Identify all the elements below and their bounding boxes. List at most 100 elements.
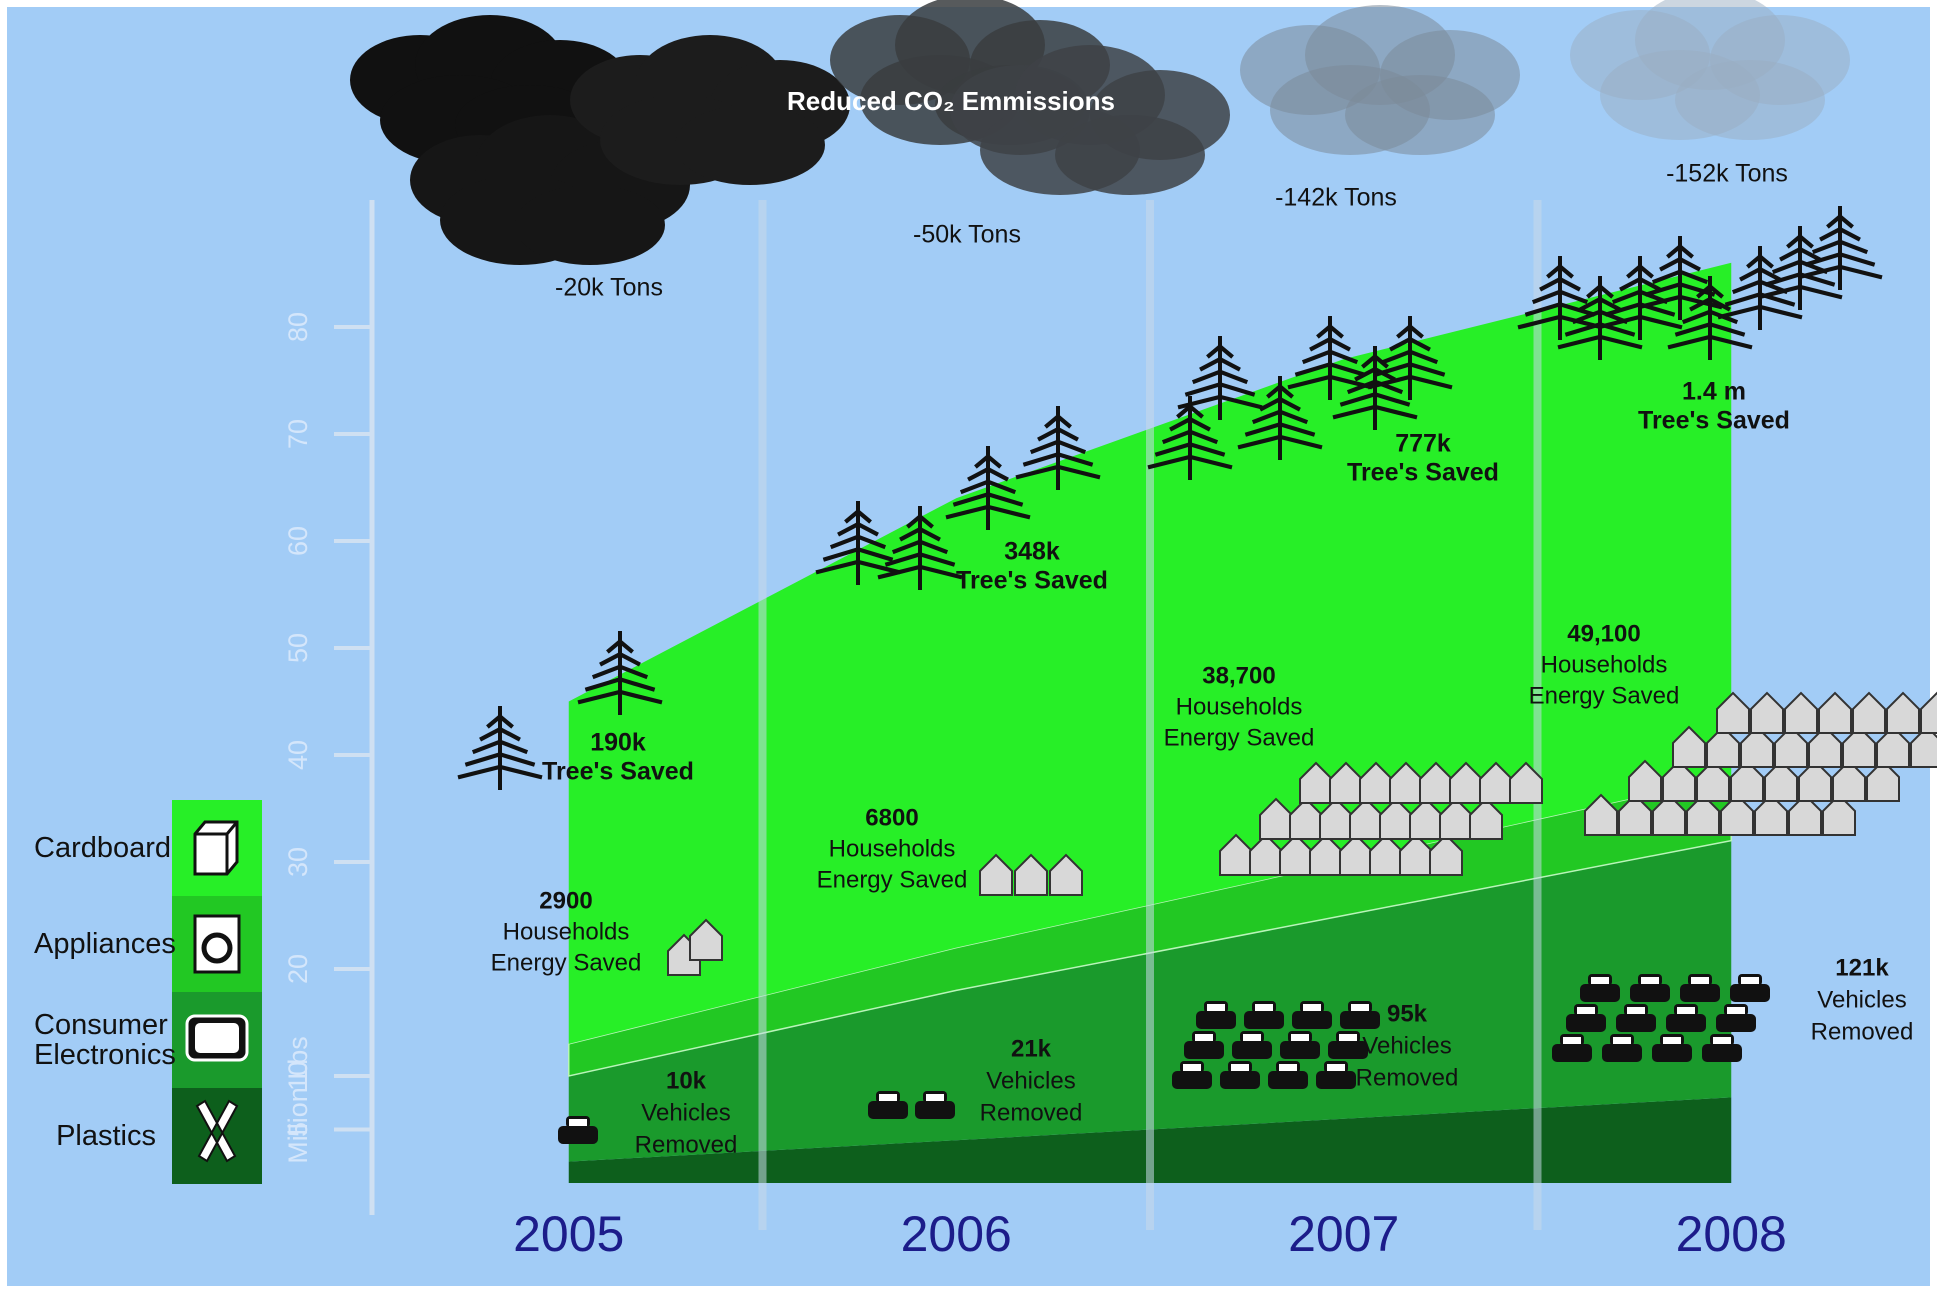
trees-label: Tree's Saved xyxy=(1347,459,1499,487)
tree-trunk xyxy=(1408,316,1412,400)
tree-branch xyxy=(1169,416,1211,432)
house-icon xyxy=(1399,833,1433,876)
tree-branch xyxy=(1586,283,1614,299)
house-icon xyxy=(1509,761,1543,804)
tree-branch xyxy=(1309,336,1351,352)
tree-branch xyxy=(1724,292,1796,307)
tree-branch xyxy=(1396,323,1424,339)
car-icon xyxy=(1630,984,1670,1002)
tree-icon xyxy=(1287,316,1373,400)
car-glass xyxy=(1663,1037,1681,1044)
tree-branch xyxy=(1332,404,1418,420)
car-icon xyxy=(1616,1014,1656,1032)
tree-branch xyxy=(1779,246,1821,262)
tree-icon xyxy=(1517,256,1603,340)
households-label: Households xyxy=(503,918,630,945)
car-glass xyxy=(1207,1004,1225,1011)
car-icon xyxy=(1552,1044,1592,1062)
tv-screen xyxy=(195,1023,239,1053)
tree-branch xyxy=(1389,336,1431,352)
tree-trunk xyxy=(1598,276,1602,360)
house-icon xyxy=(1409,797,1443,840)
tree-branch xyxy=(1524,302,1596,317)
tree-icon xyxy=(815,501,901,585)
tree-branch xyxy=(1177,394,1263,410)
appliance-drum xyxy=(201,932,233,964)
y-tick-label: 50 xyxy=(283,633,313,663)
house-icon xyxy=(1652,793,1686,836)
tree-branch xyxy=(1251,409,1309,425)
cloud-puff xyxy=(515,185,665,265)
tree-trunk xyxy=(1558,256,1562,340)
car-icon xyxy=(1328,1041,1368,1059)
column-divider xyxy=(1533,200,1542,1230)
car-glass xyxy=(1677,1007,1695,1014)
house-icon xyxy=(1389,761,1423,804)
house-icon xyxy=(1788,793,1822,836)
tree-branch xyxy=(1674,322,1746,337)
tons-label: -20k Tons xyxy=(555,274,663,302)
y-tick-label: 70 xyxy=(283,419,313,449)
car-icon xyxy=(558,1126,598,1144)
vehicles-label: Vehicles xyxy=(641,1099,730,1126)
tree-branch xyxy=(1626,263,1654,279)
tree-branch xyxy=(1619,276,1661,292)
tree-branch xyxy=(457,764,543,780)
households-label: Energy Saved xyxy=(491,949,642,976)
car-icon xyxy=(1716,1014,1756,1032)
tree-trunk xyxy=(1188,396,1192,480)
vehicles-label: Removed xyxy=(635,1131,738,1158)
house-icon xyxy=(1750,691,1784,734)
tree-branch xyxy=(1717,304,1803,320)
column-divider xyxy=(1146,200,1154,1230)
tree-trunk xyxy=(918,506,922,590)
tree-branch xyxy=(1786,233,1814,249)
tree-branch xyxy=(1771,259,1829,275)
tree-trunk xyxy=(1278,376,1282,460)
y-tick-label: 60 xyxy=(283,526,313,556)
tree-trunk xyxy=(1758,246,1762,330)
house-icon xyxy=(1706,725,1740,768)
tree-branch xyxy=(1184,382,1256,397)
car-icon xyxy=(868,1101,908,1119)
legend-label: Consumer Electronics xyxy=(34,1009,176,1071)
tree-trunk xyxy=(1373,346,1377,430)
tree-icon xyxy=(1367,316,1453,400)
tree-icon xyxy=(1177,336,1263,420)
house-icon xyxy=(1784,691,1818,734)
car-icon xyxy=(1232,1041,1272,1059)
cardboard-icon xyxy=(193,820,239,876)
car-glass xyxy=(1291,1034,1309,1041)
tree-branch xyxy=(899,526,941,542)
car-icon xyxy=(1196,1011,1236,1029)
tree-branch xyxy=(1339,392,1411,407)
tree-branch xyxy=(1531,289,1589,305)
tree-branch xyxy=(884,552,956,567)
households-label: Energy Saved xyxy=(817,866,968,893)
tree-trunk xyxy=(618,631,622,715)
tree-branch xyxy=(1557,334,1643,350)
house-icon xyxy=(1359,761,1393,804)
tree-branch xyxy=(1517,314,1603,330)
trees-value: 190k xyxy=(590,729,646,757)
tons-label: -152k Tons xyxy=(1666,160,1788,188)
tree-branch xyxy=(1819,226,1861,242)
house-icon xyxy=(689,918,723,961)
car-glass xyxy=(1563,1037,1581,1044)
legend-label: Cardboard xyxy=(34,832,172,864)
tree-branch xyxy=(1244,422,1316,437)
house-icon xyxy=(1369,833,1403,876)
x-tick-label: 2005 xyxy=(513,1206,624,1262)
car-glass xyxy=(1303,1004,1321,1011)
tree-branch xyxy=(1029,439,1087,455)
house-icon xyxy=(1349,797,1383,840)
car-icon xyxy=(1244,1011,1284,1029)
car-glass xyxy=(1577,1007,1595,1014)
tree-branch xyxy=(1811,239,1869,255)
car-glass xyxy=(1255,1004,1273,1011)
tree-branch xyxy=(1259,396,1301,412)
house-icon xyxy=(1876,725,1910,768)
house-icon xyxy=(1910,725,1937,768)
tree-branch xyxy=(877,564,963,580)
tree-branch xyxy=(1539,276,1581,292)
